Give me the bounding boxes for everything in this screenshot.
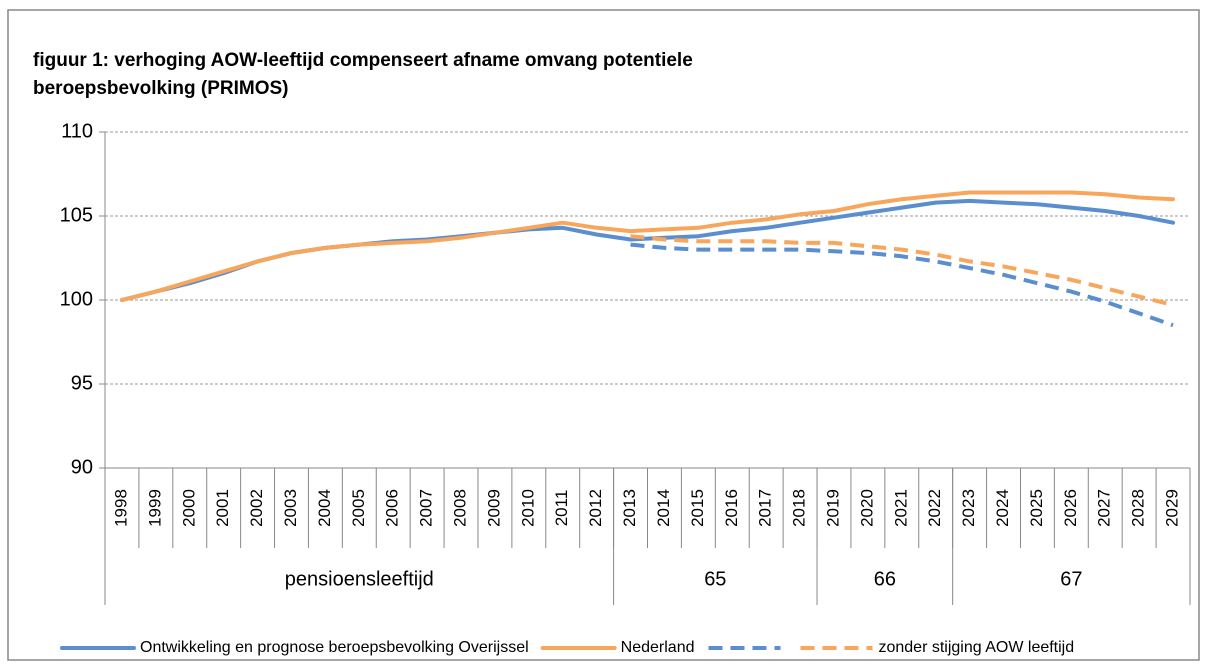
x-tick-label: 2020: [857, 489, 876, 527]
y-tick-label: 95: [71, 372, 93, 394]
x-tick-label: 2028: [1129, 489, 1148, 527]
legend-label: Nederland: [621, 639, 695, 656]
x-tick-label: 2007: [417, 489, 436, 527]
x-tick-label: 1998: [111, 489, 130, 527]
x-tick-label: 2023: [959, 489, 978, 527]
group-label: 65: [704, 568, 726, 590]
legend-label: Ontwikkeling en prognose beroepsbevolkin…: [140, 639, 529, 656]
x-tick-label: 2014: [654, 489, 673, 527]
series-line: [630, 234, 1174, 307]
chart-frame: [7, 9, 1200, 661]
x-tick-label: 2011: [552, 490, 571, 527]
legend-label: zonder stijging AOW leeftijd: [878, 639, 1074, 656]
x-tick-label: 2010: [518, 489, 537, 527]
x-tick-label: 2005: [349, 489, 368, 527]
x-tick-label: 2004: [315, 489, 334, 527]
x-tick-label: 1999: [145, 489, 164, 527]
x-tick-label: 2025: [1027, 489, 1046, 527]
x-tick-label: 2021: [891, 489, 910, 527]
x-tick-label: 2018: [790, 489, 809, 527]
x-tick-label: 2024: [993, 489, 1012, 527]
chart-title: beroepsbevolking (PRIMOS): [33, 78, 288, 99]
y-tick-label: 105: [60, 204, 93, 226]
group-label: 67: [1060, 568, 1082, 590]
x-tick-label: 2016: [722, 489, 741, 527]
series-line: [120, 190, 1175, 302]
x-tick-label: 2002: [247, 489, 266, 527]
x-tick-label: 2022: [925, 489, 944, 527]
y-tick-label: 100: [60, 288, 93, 310]
x-tick-label: 2003: [281, 489, 300, 527]
x-tick-label: 2017: [756, 489, 775, 527]
x-tick-label: 2006: [383, 489, 402, 527]
x-tick-label: 2019: [823, 489, 842, 527]
x-tick-label: 2008: [451, 489, 470, 527]
chart-title: figuur 1: verhoging AOW-leeftijd compens…: [33, 50, 693, 71]
x-tick-label: 2000: [179, 489, 198, 527]
y-tick-label: 90: [71, 456, 93, 478]
x-tick-label: 2029: [1163, 489, 1182, 527]
x-tick-label: 2009: [484, 489, 503, 527]
x-tick-label: 2001: [213, 489, 232, 527]
y-tick-label: 110: [61, 120, 93, 142]
group-label: 66: [874, 568, 896, 590]
group-label: pensioensleeftijd: [285, 568, 434, 590]
x-tick-label: 2027: [1095, 489, 1114, 527]
x-tick-label: 2026: [1061, 489, 1080, 527]
x-tick-label: 2012: [586, 489, 605, 527]
series-line: [630, 242, 1174, 328]
x-tick-label: 2015: [688, 489, 707, 527]
x-tick-label: 2013: [620, 489, 639, 527]
